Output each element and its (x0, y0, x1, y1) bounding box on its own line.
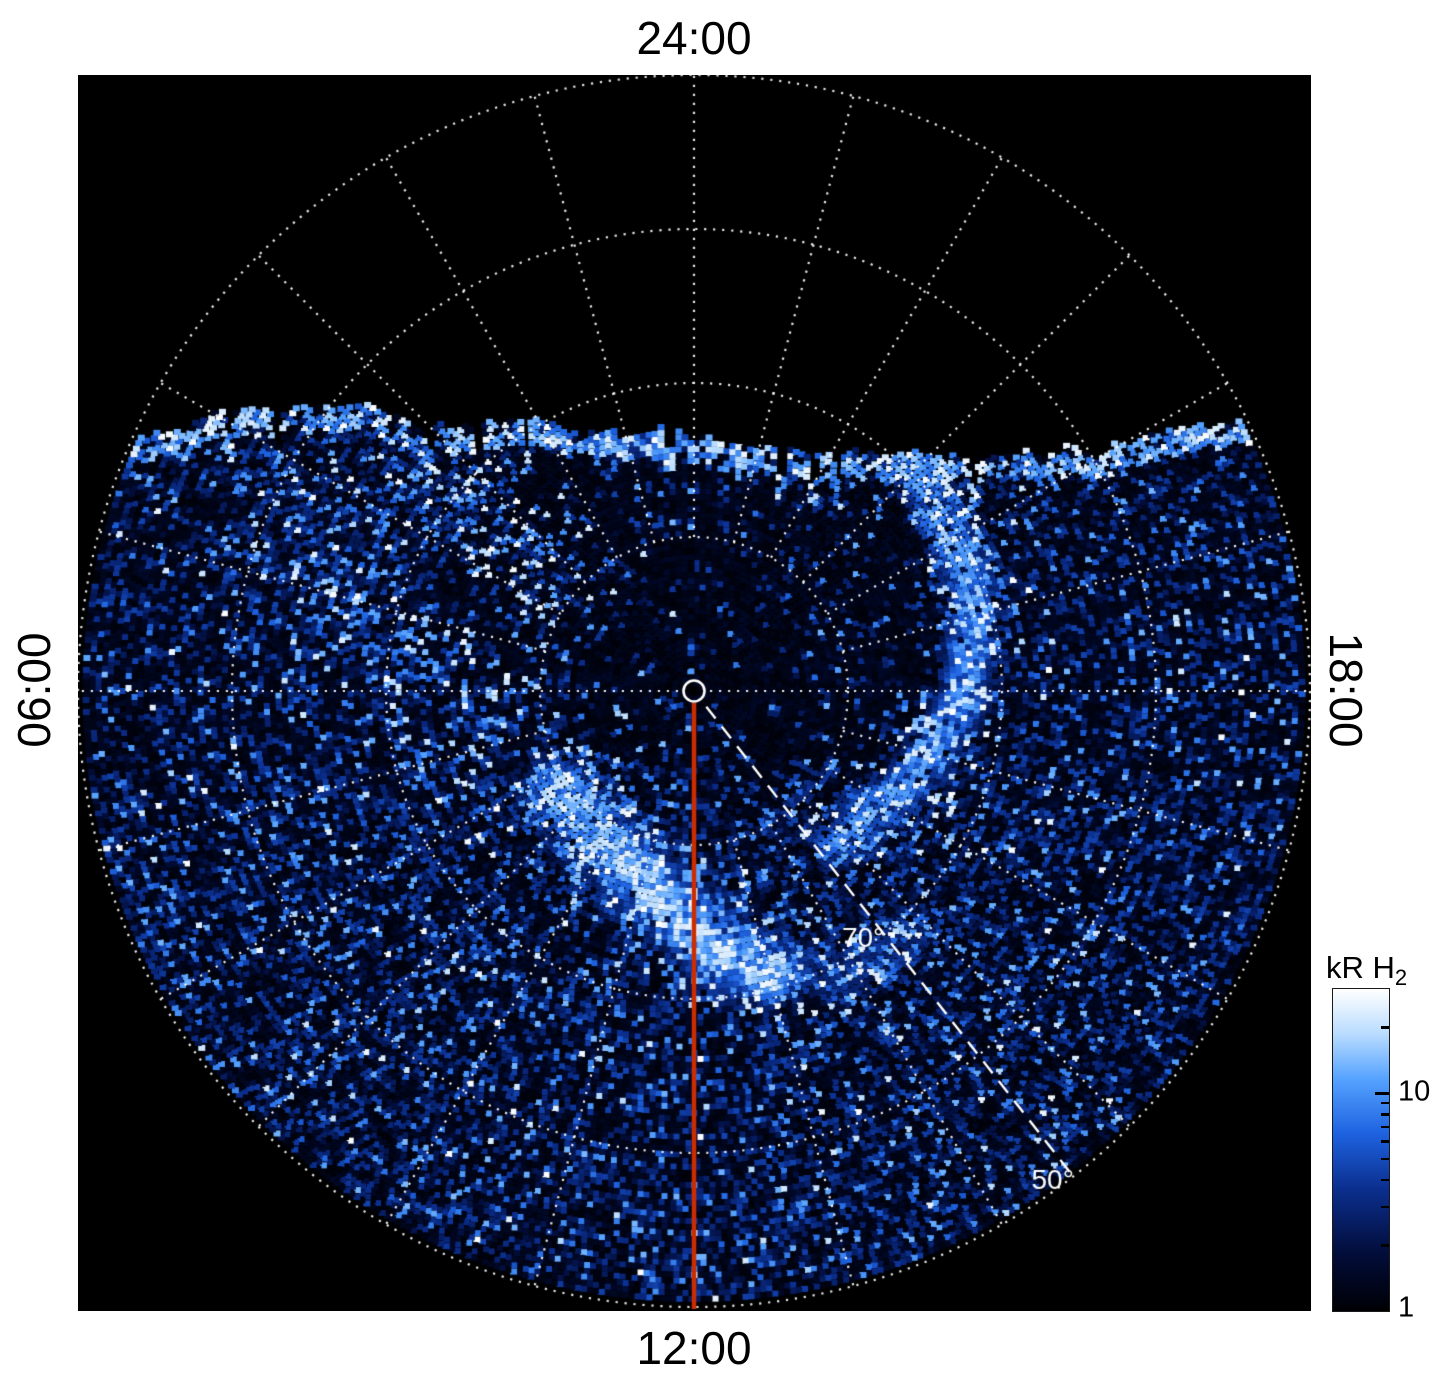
local-time-label-1200: 12:00 (636, 1322, 752, 1374)
colorbar-gradient (1332, 988, 1390, 1312)
colorbar-minor-tick (1381, 1244, 1389, 1247)
colorbar-minor-tick (1381, 1205, 1389, 1209)
colorbar-tick-label-10: 10 (1398, 1075, 1431, 1108)
local-time-label-2400: 24:00 (636, 12, 752, 64)
colorbar-minor-tick (1381, 1140, 1389, 1143)
colorbar-major-tick (1375, 1092, 1389, 1095)
colorbar-major-tick (1375, 1308, 1389, 1311)
colorbar-minor-tick (1381, 1101, 1389, 1105)
polar-heatmap-canvas (78, 75, 1311, 1311)
colorbar-minor-tick (1381, 1178, 1389, 1182)
colorbar-title-sub: 2 (1394, 965, 1408, 991)
colorbar-minor-tick (1381, 1125, 1389, 1129)
colorbar-minor-tick (1381, 1026, 1389, 1029)
local-time-label-1800: 18:00 (1320, 632, 1372, 748)
colorbar-tick-label-1: 1 (1398, 1291, 1415, 1324)
colorbar: kR H2 10 1 (1326, 950, 1447, 1342)
colorbar-minor-tick (1381, 1157, 1389, 1161)
local-time-label-0600: 06:00 (8, 632, 60, 748)
colorbar-title: kR H2 (1326, 950, 1407, 991)
colorbar-title-main: kR H (1326, 950, 1395, 985)
colorbar-minor-tick (1381, 1113, 1389, 1116)
